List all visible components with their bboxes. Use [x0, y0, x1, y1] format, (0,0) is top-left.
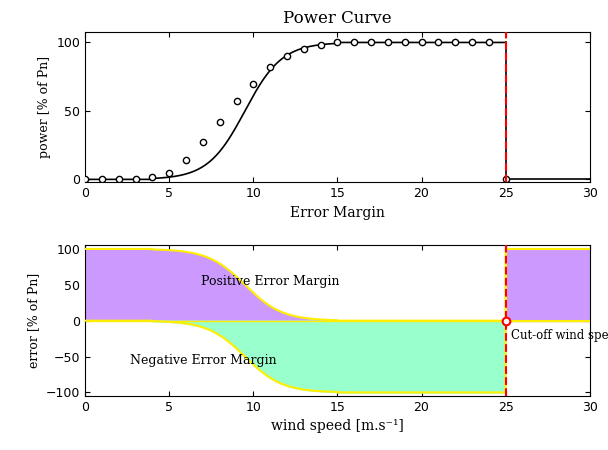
X-axis label: wind speed [m.s⁻¹]: wind speed [m.s⁻¹]	[271, 419, 404, 433]
X-axis label: Error Margin: Error Margin	[290, 206, 385, 220]
Y-axis label: power [% of Pn]: power [% of Pn]	[38, 56, 51, 158]
Title: Power Curve: Power Curve	[283, 10, 392, 27]
Text: Negative Error Margin: Negative Error Margin	[130, 354, 276, 367]
Text: Positive Error Margin: Positive Error Margin	[201, 275, 339, 288]
Text: Cut-off wind speed: Cut-off wind speed	[511, 328, 608, 342]
Y-axis label: error [% of Pn]: error [% of Pn]	[27, 273, 40, 368]
